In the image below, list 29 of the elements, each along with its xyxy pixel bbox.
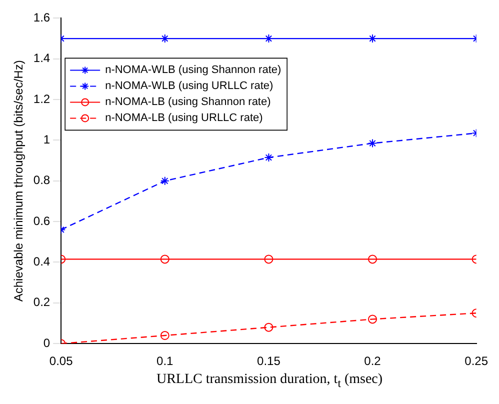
y-tick-label: 1 bbox=[43, 132, 50, 147]
x-tick-label: 0.25 bbox=[464, 354, 488, 368]
point bbox=[368, 314, 378, 324]
y-tick-label: 0.4 bbox=[33, 254, 50, 269]
x-axis-title: URLLC transmission duration, t$_{t}$ (msec) bbox=[155, 372, 384, 390]
y-tick-label: 0.6 bbox=[33, 214, 50, 228]
y-tick-label: 0.2 bbox=[33, 295, 50, 310]
legend-label: n-NOMA-WLB (using Shannon rate) bbox=[105, 64, 282, 76]
x-tick-label: 0.1 bbox=[156, 354, 174, 368]
y-axis-title: Achievable minimum throughput (bits/sec/Hz) bbox=[12, 60, 26, 302]
x-tick-label: 0.15 bbox=[257, 354, 281, 368]
point bbox=[160, 176, 170, 186]
legend-label: n-NOMA-LB (using Shannon rate) bbox=[105, 96, 271, 108]
x-tick-label: 0.05 bbox=[49, 354, 74, 368]
y-tick-label: 0.8 bbox=[33, 173, 50, 188]
point bbox=[368, 254, 378, 264]
y-tick-label: 0 bbox=[43, 336, 50, 350]
point bbox=[368, 138, 378, 148]
y-tick-label: 1.2 bbox=[33, 92, 50, 106]
point bbox=[264, 153, 274, 162]
point bbox=[264, 322, 274, 332]
point bbox=[160, 254, 170, 264]
y-tick-label: 1.4 bbox=[33, 51, 50, 66]
legend-label: n-NOMA-WLB (using URLLC rate) bbox=[105, 80, 274, 92]
y-tick-label: 1.6 bbox=[33, 10, 50, 25]
x-tick-label: 0.2 bbox=[364, 354, 382, 368]
point bbox=[264, 254, 274, 264]
point bbox=[160, 330, 170, 340]
legend-label: n-NOMA-LB (using URLLC rate) bbox=[105, 112, 263, 124]
